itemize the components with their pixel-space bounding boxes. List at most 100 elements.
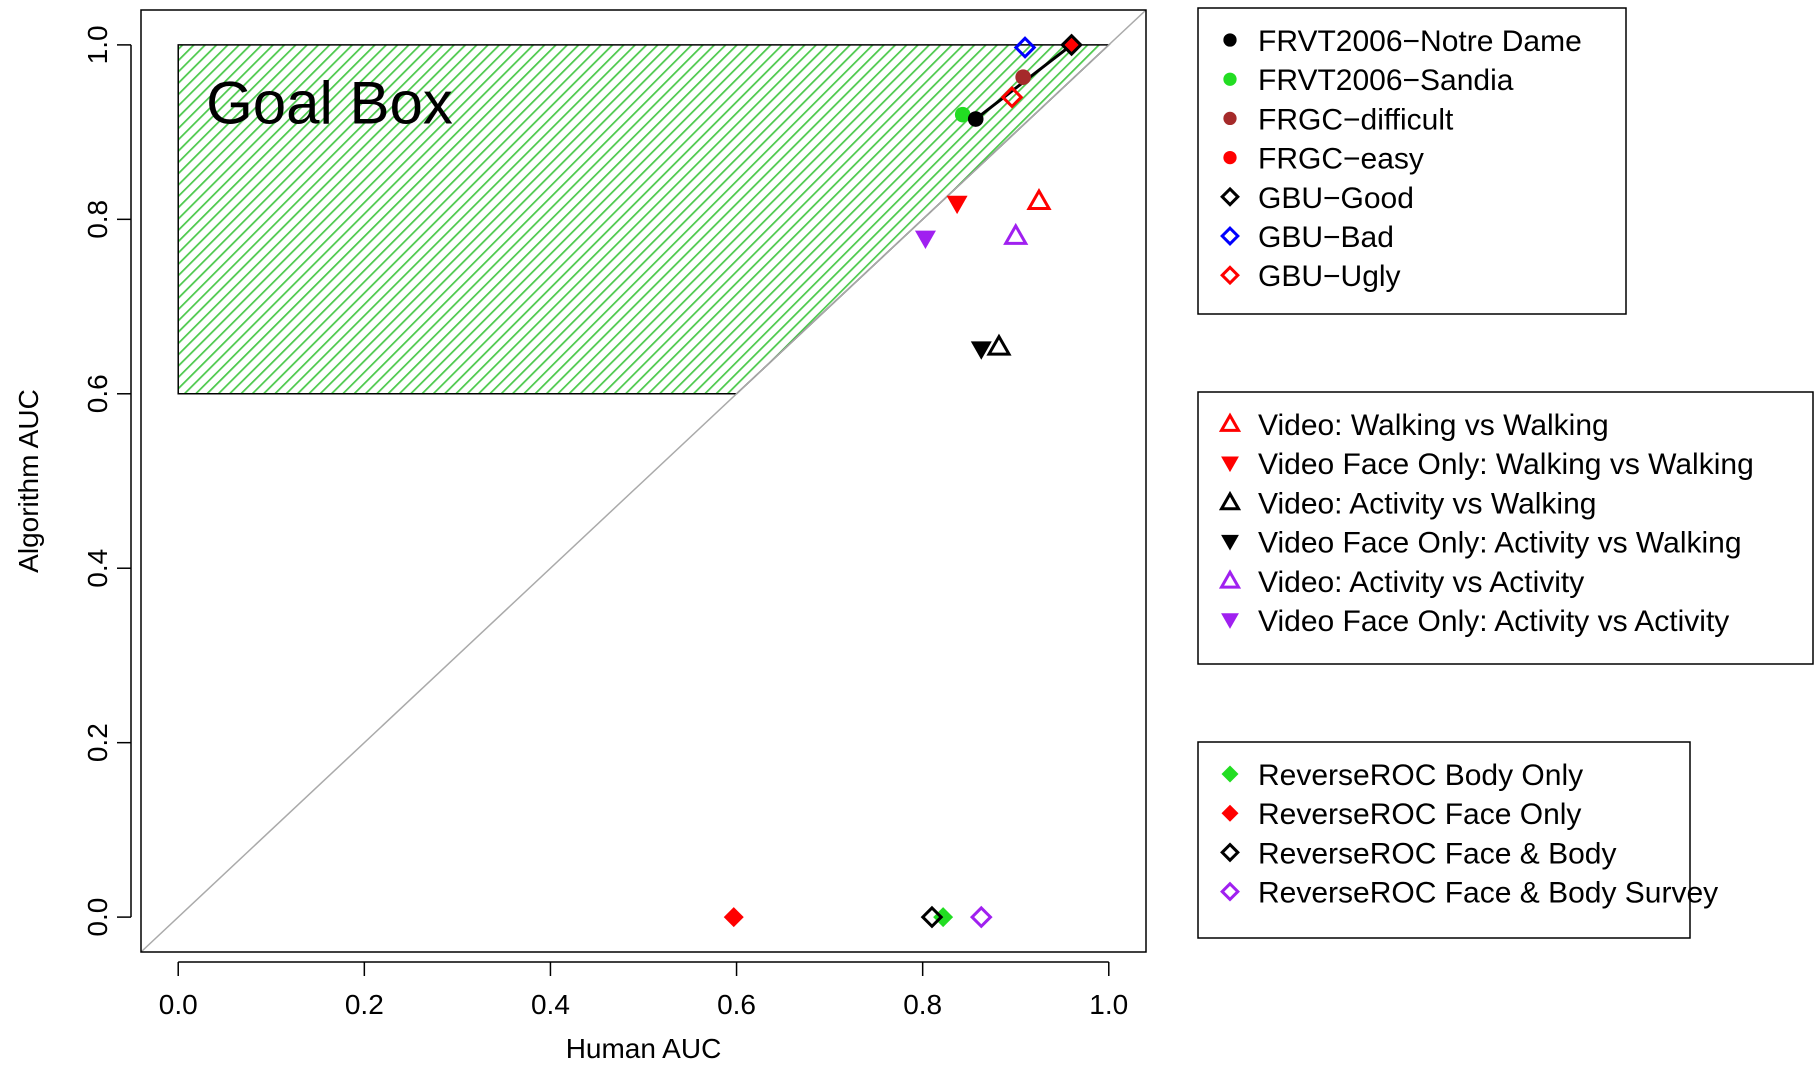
legend-marker — [1220, 265, 1240, 286]
series-video-walking-vs-walking — [1026, 187, 1052, 211]
legend-label: Video Face Only: Walking vs Walking — [1258, 448, 1754, 481]
legend-entry: FRVT2006−Notre Dame — [1223, 25, 1582, 58]
legend-entry: Video: Walking vs Walking — [1218, 409, 1609, 442]
x-tick-label: 0.6 — [717, 989, 756, 1020]
y-tick-label: 0.8 — [82, 200, 113, 239]
legend-entry: Video Face Only: Walking vs Walking — [1221, 448, 1754, 481]
legend-marker — [1220, 186, 1240, 207]
series-video-activity-vs-walking — [986, 333, 1012, 356]
legend-entry: ReverseROC Body Only — [1221, 759, 1583, 792]
legend-label: Video: Walking vs Walking — [1258, 409, 1609, 442]
legend-marker — [1218, 569, 1242, 589]
series-reverseroc-face-body-survey — [969, 905, 993, 929]
legend-label: FRGC−easy — [1258, 143, 1424, 176]
legend-entry: ReverseROC Face & Body — [1220, 837, 1616, 870]
legend-label: GBU−Bad — [1258, 221, 1394, 254]
series-reverseroc-face-body — [920, 905, 944, 929]
legend-entry: FRGC−easy — [1223, 143, 1424, 176]
points-layer — [723, 33, 1083, 929]
legend-top-right: FRVT2006−Notre Dame FRVT2006−Sandia FRGC−d… — [1197, 7, 1627, 315]
legends: FRVT2006−Notre Dame FRVT2006−Sandia FRGC−d… — [1197, 7, 1814, 939]
data-point — [954, 106, 971, 123]
legend-marker — [1221, 613, 1239, 629]
data-point — [1000, 85, 1024, 109]
data-point — [946, 195, 968, 215]
goal-box-label: Goal Box — [206, 69, 453, 136]
data-point — [969, 905, 993, 929]
legend-label: FRVT2006−Notre Dame — [1258, 25, 1582, 58]
series-gbu-ugly — [1000, 85, 1024, 109]
legend-marker — [1221, 765, 1239, 783]
legend-marker — [1221, 456, 1239, 473]
data-point — [986, 333, 1012, 356]
data-point — [967, 111, 984, 127]
series-video-face-only-walking-vs-walking — [946, 195, 968, 215]
x-axis-title: Human AUC — [566, 1033, 722, 1064]
x-tick-label: 0.0 — [159, 989, 198, 1020]
legend-box — [1197, 391, 1814, 665]
legend-label: ReverseROC Face Only — [1258, 798, 1581, 831]
legend-right: Video: Walking vs Walking Video Face Only… — [1197, 391, 1814, 665]
series-video-face-only-activity-vs-walking — [970, 341, 992, 360]
legend-marker — [1220, 842, 1240, 863]
legend-marker — [1223, 72, 1237, 86]
series-frgc-difficult — [1015, 69, 1031, 85]
legend-label: ReverseROC Body Only — [1258, 759, 1583, 792]
legend-marker — [1220, 226, 1240, 246]
series-reverseroc-face-only — [723, 907, 744, 928]
data-point — [1026, 187, 1052, 211]
x-tick-label: 0.8 — [903, 989, 942, 1020]
series-video-face-only-activity-vs-activity — [914, 230, 936, 250]
data-point — [1060, 33, 1083, 57]
y-axis-title: Algorithm AUC — [13, 389, 44, 573]
series-gbu-good — [1060, 33, 1083, 57]
series-video-activity-vs-activity — [1003, 222, 1029, 245]
legend-label: GBU−Good — [1258, 182, 1414, 215]
legend-entry: GBU−Ugly — [1220, 260, 1401, 293]
data-point — [914, 230, 936, 250]
data-point — [1013, 36, 1037, 59]
series-frvt2006-sandia — [954, 106, 971, 123]
x-tick-label: 1.0 — [1089, 989, 1128, 1020]
legend-entry: Video: Activity vs Activity — [1218, 566, 1584, 599]
legend-entry: GBU−Bad — [1220, 221, 1394, 254]
legend-box — [1197, 741, 1691, 939]
legend-marker — [1221, 534, 1239, 551]
y-tick-label: 0.6 — [82, 374, 113, 413]
data-point — [1003, 222, 1029, 245]
x-tick-label: 0.2 — [345, 989, 384, 1020]
legend-marker — [1223, 33, 1237, 47]
y-tick-label: 0.0 — [82, 898, 113, 937]
legend-marker — [1223, 150, 1237, 165]
series-frvt2006-notre-dame — [967, 111, 984, 127]
legend-label: ReverseROC Face & Body Survey — [1258, 877, 1718, 910]
legend-label: Video: Activity vs Walking — [1258, 487, 1596, 520]
series-gbu-bad — [1013, 36, 1037, 59]
legend-entry: Video Face Only: Activity vs Walking — [1221, 527, 1742, 560]
legend-label: ReverseROC Face & Body — [1258, 837, 1616, 870]
reference-diagonal-line — [140, 9, 1147, 953]
y-axis: 0.0 0.2 0.4 0.6 0.8 1.0 — [82, 25, 132, 937]
data-point — [970, 341, 992, 360]
legend-label: Video: Activity vs Activity — [1258, 566, 1584, 599]
legend-marker — [1220, 881, 1240, 902]
legend-label: Video Face Only: Activity vs Activity — [1258, 605, 1729, 638]
data-point — [1015, 69, 1031, 85]
legend-entry: ReverseROC Face Only — [1221, 798, 1581, 831]
legend-marker — [1221, 804, 1239, 822]
legend-marker — [1218, 490, 1242, 511]
legend-entry: ReverseROC Face & Body Survey — [1220, 877, 1718, 910]
legend-entry: FRVT2006−Sandia — [1223, 64, 1514, 97]
x-axis: 0.0 0.2 0.4 0.6 0.8 1.0 — [159, 961, 1128, 1020]
data-point — [920, 905, 944, 929]
legend-label: FRGC−difficult — [1258, 103, 1454, 136]
legend-label: FRVT2006−Sandia — [1258, 64, 1514, 97]
legend-entry: Video Face Only: Activity vs Activity — [1221, 605, 1729, 638]
legend-label: Video Face Only: Activity vs Walking — [1258, 527, 1742, 560]
legend-label: GBU−Ugly — [1258, 260, 1401, 293]
legend-box — [1197, 7, 1627, 315]
legend-entry: FRGC−difficult — [1223, 103, 1454, 136]
data-point — [723, 907, 744, 928]
legend-entry: GBU−Good — [1220, 182, 1414, 215]
